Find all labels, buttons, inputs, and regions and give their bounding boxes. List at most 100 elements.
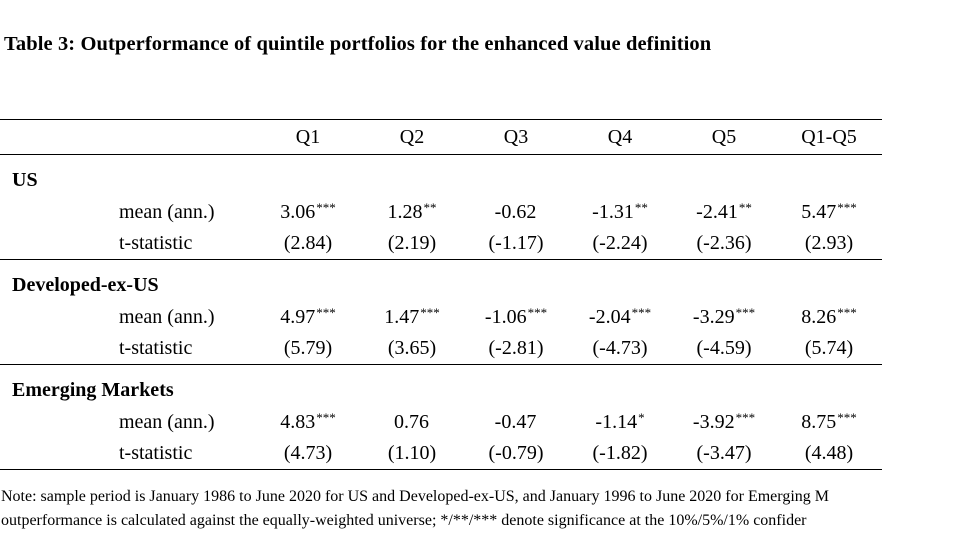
tstat-cell: (-4.59) xyxy=(672,333,776,365)
mean-row: mean (ann.) 4.83*** 0.76 -0.47 -1.14* -3… xyxy=(0,406,882,438)
tstat-cell: (2.93) xyxy=(776,228,882,260)
column-header: Q1 xyxy=(256,119,360,155)
group-header-row: Developed-ex-US xyxy=(0,260,882,302)
group-name: Developed-ex-US xyxy=(12,274,159,296)
significance-stars: * xyxy=(638,410,645,425)
column-header-row: Q1 Q2 Q3 Q4 Q5 Q1-Q5 xyxy=(0,119,882,155)
mean-value: 0.76 xyxy=(394,411,429,433)
header-blank-cell xyxy=(0,119,256,155)
mean-cell: 8.26*** xyxy=(776,301,882,333)
tstat-row: t-statistic (4.73) (1.10) (-0.79) (-1.82… xyxy=(0,438,882,470)
note-line: outperformance is calculated against the… xyxy=(1,512,807,529)
tstat-cell: (-1.82) xyxy=(568,438,672,470)
mean-cell: 0.76 xyxy=(360,406,464,438)
mean-cell: 1.28** xyxy=(360,196,464,228)
significance-stars: *** xyxy=(316,305,336,320)
mean-cell: 8.75*** xyxy=(776,406,882,438)
tstat-cell: (4.48) xyxy=(776,438,882,470)
mean-cell: -1.06*** xyxy=(464,301,568,333)
tstat-cell: (-2.24) xyxy=(568,228,672,260)
tstat-cell: (3.65) xyxy=(360,333,464,365)
note-line: Note: sample period is January 1986 to J… xyxy=(1,488,829,505)
mean-value: -3.29 xyxy=(692,306,735,328)
row-label: mean (ann.) xyxy=(119,305,215,328)
mean-cell: -1.14* xyxy=(568,406,672,438)
mean-value: 5.47 xyxy=(801,201,837,223)
significance-stars: *** xyxy=(527,305,548,320)
column-header: Q1-Q5 xyxy=(776,119,882,155)
significance-stars: *** xyxy=(316,200,336,215)
mean-value: -0.47 xyxy=(494,411,537,433)
significance-stars: *** xyxy=(837,410,857,425)
mean-value: -2.04 xyxy=(588,306,631,328)
column-header: Q4 xyxy=(568,119,672,155)
mean-value: -1.06 xyxy=(484,306,527,328)
group-name: US xyxy=(12,169,38,191)
mean-cell: -2.41** xyxy=(672,196,776,228)
tstat-cell: (-1.17) xyxy=(464,228,568,260)
significance-stars: *** xyxy=(631,305,652,320)
mean-value: 4.97 xyxy=(280,306,316,328)
tstat-cell: (5.74) xyxy=(776,333,882,365)
significance-stars: *** xyxy=(735,305,756,320)
group-name: Emerging Markets xyxy=(12,379,174,401)
mean-row: mean (ann.) 3.06*** 1.28** -0.62 -1.31**… xyxy=(0,196,882,228)
mean-row: mean (ann.) 4.97*** 1.47*** -1.06*** -2.… xyxy=(0,301,882,333)
mean-cell: 4.83*** xyxy=(256,406,360,438)
mean-value: 1.28 xyxy=(387,201,423,223)
tstat-cell: (-4.73) xyxy=(568,333,672,365)
tstat-row: t-statistic (5.79) (3.65) (-2.81) (-4.73… xyxy=(0,333,882,365)
mean-cell: -2.04*** xyxy=(568,301,672,333)
row-label: mean (ann.) xyxy=(119,200,215,223)
mean-cell: 4.97*** xyxy=(256,301,360,333)
mean-value: -2.41 xyxy=(696,201,738,223)
significance-stars: *** xyxy=(837,200,857,215)
tstat-cell: (2.84) xyxy=(256,228,360,260)
group-header-row: US xyxy=(0,155,882,197)
row-label: t-statistic xyxy=(0,228,256,260)
mean-cell: 3.06*** xyxy=(256,196,360,228)
tstat-cell: (2.19) xyxy=(360,228,464,260)
table-note: Note: sample period is January 1986 to J… xyxy=(1,485,829,533)
mean-value: 8.26 xyxy=(801,306,837,328)
mean-value: -1.31 xyxy=(592,201,634,223)
mean-cell: -1.31** xyxy=(568,196,672,228)
row-label: mean (ann.) xyxy=(119,410,215,433)
table-title: Table 3: Outperformance of quintile port… xyxy=(4,33,712,55)
mean-cell: -3.29*** xyxy=(672,301,776,333)
column-header: Q3 xyxy=(464,119,568,155)
mean-value: 4.83 xyxy=(280,411,316,433)
tstat-cell: (5.79) xyxy=(256,333,360,365)
tstat-cell: (-0.79) xyxy=(464,438,568,470)
mean-cell: -0.47 xyxy=(464,406,568,438)
mean-cell: -0.62 xyxy=(464,196,568,228)
significance-stars: *** xyxy=(420,305,440,320)
tstat-cell: (-2.36) xyxy=(672,228,776,260)
row-label: t-statistic xyxy=(0,333,256,365)
significance-stars: *** xyxy=(316,410,336,425)
tstat-cell: (1.10) xyxy=(360,438,464,470)
mean-value: 8.75 xyxy=(801,411,837,433)
mean-value: -1.14 xyxy=(595,411,638,433)
mean-cell: -3.92*** xyxy=(672,406,776,438)
column-header: Q5 xyxy=(672,119,776,155)
row-label: t-statistic xyxy=(0,438,256,470)
significance-stars: *** xyxy=(735,410,756,425)
mean-value: -0.62 xyxy=(494,201,537,223)
tstat-row: t-statistic (2.84) (2.19) (-1.17) (-2.24… xyxy=(0,228,882,260)
column-header: Q2 xyxy=(360,119,464,155)
mean-value: 1.47 xyxy=(384,306,420,328)
tstat-cell: (-3.47) xyxy=(672,438,776,470)
group-header-row: Emerging Markets xyxy=(0,365,882,407)
results-table-body: Q1 Q2 Q3 Q4 Q5 Q1-Q5 US mean (ann.) 3.06… xyxy=(0,119,882,470)
results-table: Q1 Q2 Q3 Q4 Q5 Q1-Q5 US mean (ann.) 3.06… xyxy=(0,119,882,470)
significance-stars: ** xyxy=(634,200,648,215)
significance-stars: ** xyxy=(423,200,437,215)
mean-value: 3.06 xyxy=(280,201,316,223)
significance-stars: ** xyxy=(738,200,752,215)
significance-stars: *** xyxy=(837,305,857,320)
tstat-cell: (4.73) xyxy=(256,438,360,470)
mean-value: -3.92 xyxy=(692,411,735,433)
mean-cell: 1.47*** xyxy=(360,301,464,333)
tstat-cell: (-2.81) xyxy=(464,333,568,365)
